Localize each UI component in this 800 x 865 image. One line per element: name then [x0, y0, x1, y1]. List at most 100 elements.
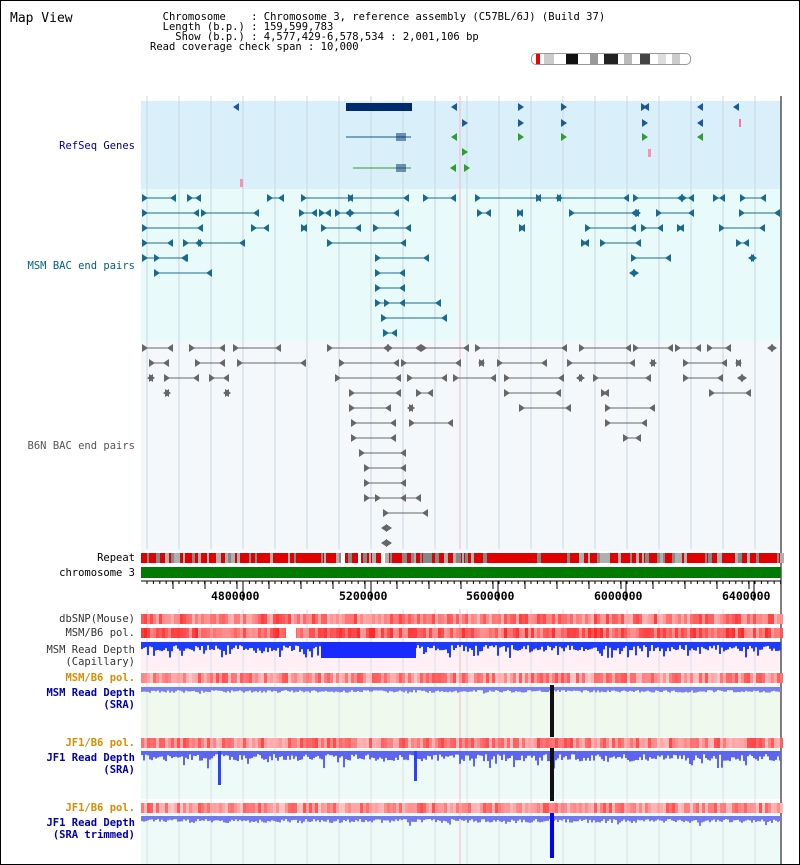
depth-bar	[239, 687, 241, 691]
polymorphism-cell	[309, 803, 312, 813]
polymorphism-cell	[183, 614, 186, 624]
bac-end-marker	[349, 209, 355, 217]
polymorphism-cell	[396, 628, 399, 638]
depth-bar	[371, 687, 373, 692]
polymorphism-cell	[687, 673, 690, 683]
depth-bar	[523, 687, 525, 693]
repeat-block	[384, 553, 388, 563]
depth-bar	[633, 642, 635, 647]
depth-bar	[401, 751, 403, 757]
polymorphism-cell	[720, 628, 723, 638]
repeat-block	[423, 553, 426, 563]
bac-end-marker	[678, 224, 684, 232]
bac-end-marker	[504, 389, 510, 397]
repeat-block	[747, 553, 750, 563]
polymorphism-cell	[639, 673, 642, 683]
depth-bar	[479, 816, 481, 823]
depth-bar	[327, 687, 329, 692]
depth-bar	[159, 816, 161, 822]
polymorphism-cell	[690, 628, 693, 638]
polymorphism-cell	[636, 673, 639, 683]
depth-bar	[735, 751, 737, 760]
depth-bar	[429, 687, 431, 692]
bac-end-marker	[593, 374, 599, 382]
chromosome-ideogram[interactable]	[531, 53, 691, 65]
polymorphism-cell	[726, 738, 729, 748]
polymorphism-cell	[651, 673, 654, 683]
polymorphism-cell	[729, 738, 732, 748]
depth-bar	[187, 751, 189, 760]
depth-bar	[179, 642, 181, 651]
depth-bar	[667, 687, 669, 692]
polymorphism-cell	[366, 628, 369, 638]
polymorphism-cell	[738, 803, 741, 813]
polymorphism-cell	[153, 628, 156, 638]
depth-bar	[257, 751, 259, 755]
track-label-refseq[interactable]: RefSeq Genes	[59, 140, 135, 152]
depth-bar	[699, 751, 701, 760]
polymorphism-cell	[648, 628, 651, 638]
depth-bar	[711, 751, 713, 759]
bac-end-marker	[142, 344, 148, 352]
depth-bar	[179, 816, 181, 822]
polymorphism-cell	[477, 673, 480, 683]
track-label-b6n-bac[interactable]: B6N BAC end pairs	[27, 440, 135, 452]
polymorphism-cell	[435, 673, 438, 683]
depth-bar	[763, 816, 765, 822]
depth-bar	[599, 816, 601, 823]
polymorphism-cell	[192, 614, 195, 624]
polymorphism-cell	[381, 614, 384, 624]
depth-bar	[485, 687, 487, 693]
bac-end-marker	[400, 449, 406, 457]
depth-bar	[679, 687, 681, 693]
depth-bar	[695, 751, 697, 756]
polymorphism-cell	[612, 673, 615, 683]
polymorphism-cell	[600, 628, 603, 638]
bac-end-marker	[223, 374, 229, 382]
axis-tick-label: 6000000	[594, 589, 643, 603]
depth-bar	[709, 687, 711, 691]
depth-bar	[583, 816, 585, 820]
polymorphism-cell	[456, 803, 459, 813]
depth-bar	[597, 687, 599, 691]
polymorphism-cell	[519, 628, 522, 638]
polymorphism-cell	[252, 803, 255, 813]
polymorphism-cell	[342, 628, 345, 638]
depth-bar	[229, 816, 231, 822]
depth-bar	[353, 816, 355, 822]
polymorphism-cell	[438, 738, 441, 748]
polymorphism-cell	[324, 738, 327, 748]
polymorphism-cell	[231, 628, 234, 638]
depth-bar	[425, 751, 427, 760]
depth-bar	[701, 816, 703, 823]
bac-end-marker	[390, 434, 396, 442]
polymorphism-cell	[714, 673, 717, 683]
depth-bar	[687, 751, 689, 758]
depth-bar	[535, 751, 537, 761]
depth-bar	[379, 751, 381, 758]
track-label-msm-depth-cap: MSM Read Depth	[46, 644, 135, 656]
bac-end-marker	[721, 359, 727, 367]
polymorphism-cell	[408, 628, 411, 638]
depth-bar	[593, 816, 595, 821]
depth-bar	[555, 816, 557, 820]
depth-bar	[615, 751, 617, 759]
depth-bar	[477, 642, 479, 656]
depth-bar	[367, 816, 369, 822]
depth-bar	[725, 642, 727, 651]
bac-end-marker	[635, 434, 641, 442]
depth-bar	[383, 751, 385, 762]
repeat-block	[249, 553, 251, 563]
depth-bar	[715, 687, 717, 692]
polymorphism-cell	[453, 614, 456, 624]
depth-bar	[219, 642, 221, 650]
depth-bar	[779, 642, 781, 651]
polymorphism-cell	[714, 803, 717, 813]
polymorphism-cell	[474, 738, 477, 748]
depth-bar	[585, 642, 587, 649]
track-label-msm-bac[interactable]: MSM BAC end pairs	[27, 260, 135, 272]
polymorphism-cell	[294, 738, 297, 748]
depth-bar	[729, 816, 731, 823]
polymorphism-cell	[351, 738, 354, 748]
